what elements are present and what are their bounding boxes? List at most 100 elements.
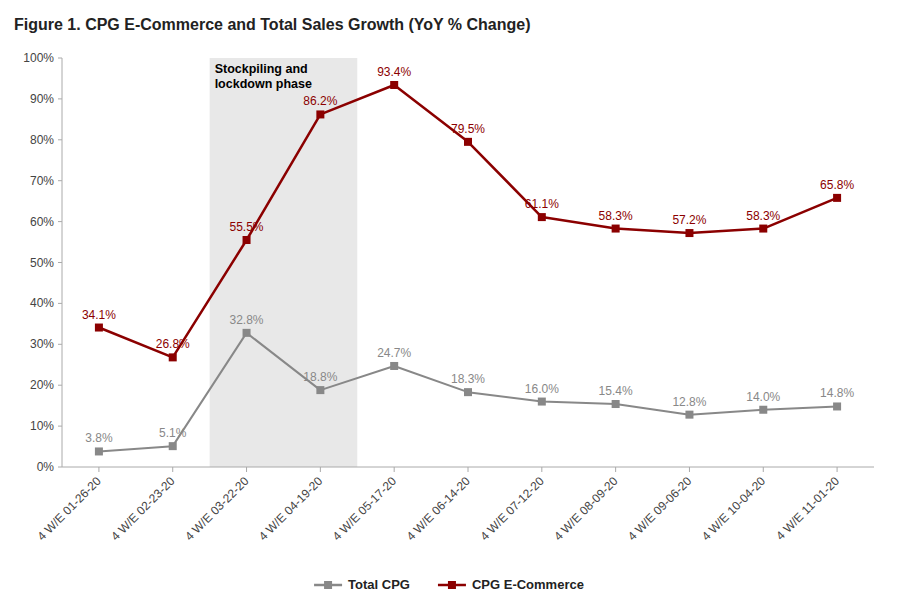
y-tick-label: 100% [23,51,54,65]
legend: Total CPG CPG E-Commerce [314,577,584,592]
marker [243,329,251,337]
data-label: 79.5% [451,122,485,136]
marker [538,213,546,221]
y-tick-label: 50% [30,256,54,270]
legend-label: CPG E-Commerce [472,577,584,592]
data-label: 61.1% [525,197,559,211]
data-label: 65.8% [820,178,854,192]
x-tick [689,467,690,472]
marker [243,236,251,244]
marker [759,406,767,414]
data-label: 16.0% [525,382,559,396]
y-tick-label: 20% [30,378,54,392]
data-label: 15.4% [599,384,633,398]
marker [464,388,472,396]
data-label: 12.8% [672,395,706,409]
x-tick-label: 4 W/E 10-04-20 [699,474,769,544]
chart-container: Figure 1. CPG E-Commerce and Total Sales… [0,0,898,607]
y-tick-label: 40% [30,296,54,310]
data-label: 93.4% [377,65,411,79]
y-tick [58,98,62,99]
chart-svg: Figure 1. CPG E-Commerce and Total Sales… [0,0,898,607]
y-tick-label: 0% [37,460,55,474]
y-tick [58,426,62,427]
x-tick [468,467,469,472]
marker [685,229,693,237]
y-tick-label: 10% [30,419,54,433]
x-tick-label: 4 W/E 06-14-20 [404,474,474,544]
series-line [99,85,837,357]
annotation: Stockpiling andlockdown phase [215,62,312,91]
x-tick [320,467,321,472]
marker [833,402,841,410]
y-tick [58,344,62,345]
y-tick [58,385,62,386]
marker [95,447,103,455]
y-tick [58,262,62,263]
legend-label: Total CPG [348,577,410,592]
x-tick [541,467,542,472]
data-label: 18.8% [303,370,337,384]
marker [390,362,398,370]
x-tick-label: 4 W/E 07-12-20 [477,474,547,544]
y-tick [58,58,62,59]
x-tick-label: 4 W/E 08-09-20 [551,474,621,544]
series [95,81,841,361]
marker [464,138,472,146]
data-label: 26.8% [156,337,190,351]
x-tick-label: 4 W/E 09-06-20 [625,474,695,544]
y-tick [58,221,62,222]
x-tick [763,467,764,472]
legend-item: Total CPG [314,577,410,592]
data-label: 55.5% [230,220,264,234]
data-label: 14.0% [746,390,780,404]
y-tick-label: 60% [30,215,54,229]
y-tick-label: 90% [30,92,54,106]
marker [612,400,620,408]
annotation-line: Stockpiling and [215,62,308,76]
y-tick [58,180,62,181]
marker [390,81,398,89]
x-tick [837,467,838,472]
marker [316,386,324,394]
y-tick-label: 30% [30,337,54,351]
y-tick [58,139,62,140]
marker [833,194,841,202]
data-label: 3.8% [85,431,113,445]
data-labels: 3.8% 5.1% 32.8% 18.8% 24.7% 18.3% 16.0% 15.4% 12… [82,65,855,445]
y-tick-label: 80% [30,133,54,147]
x-tick [394,467,395,472]
x-tick [98,467,99,472]
data-label: 34.1% [82,308,116,322]
legend-marker [448,581,456,589]
series [95,329,841,456]
x-tick-label: 4 W/E 01-26-20 [35,474,105,544]
title: Figure 1. CPG E-Commerce and Total Sales… [14,16,531,33]
data-label: 58.3% [746,209,780,223]
marker [169,442,177,450]
data-label: 14.8% [820,386,854,400]
marker [538,398,546,406]
marker [759,225,767,233]
x-tick-label: 4 W/E 02-23-20 [108,474,178,544]
data-label: 5.1% [159,426,187,440]
data-label: 86.2% [303,94,337,108]
annotation-line: lockdown phase [215,77,312,91]
marker [169,353,177,361]
data-label: 57.2% [672,213,706,227]
x-tick-label: 4 W/E 05-17-20 [330,474,400,544]
marker [316,110,324,118]
data-label: 32.8% [230,313,264,327]
x-tick-label: 4 W/E 04-19-20 [256,474,326,544]
x-tick-label: 4 W/E 03-22-20 [182,474,252,544]
marker [95,324,103,332]
marker [685,411,693,419]
x-tick [172,467,173,472]
data-label: 24.7% [377,346,411,360]
series-line [99,333,837,452]
x-tick [246,467,247,472]
x-tick-label: 4 W/E 11-01-20 [773,474,842,543]
data-label: 18.3% [451,372,485,386]
y-tick-label: 70% [30,174,54,188]
legend-item: CPG E-Commerce [438,577,584,592]
